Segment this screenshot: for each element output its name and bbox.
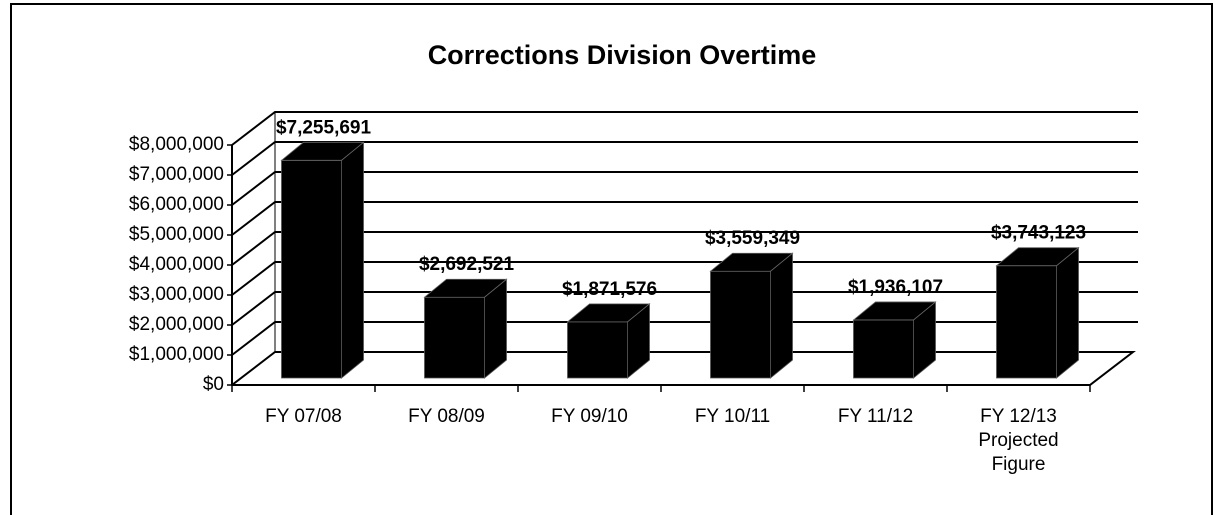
y-tick-label: $8,000,000 (129, 134, 224, 155)
x-tick-label: FY 08/09 (408, 406, 485, 427)
bar-front (424, 296, 485, 379)
y-tick-label: $5,000,000 (129, 224, 224, 245)
bar-side (770, 252, 793, 379)
bar-top (995, 247, 1080, 267)
value-label: $2,692,521 (419, 254, 515, 275)
bar-front (853, 319, 914, 379)
value-label: $1,936,107 (848, 277, 943, 298)
value-label: $3,743,123 (991, 223, 1086, 244)
value-label: $7,255,691 (276, 117, 372, 138)
bar-top (423, 278, 508, 298)
value-label: $3,559,349 (705, 228, 800, 249)
chart-title: Corrections Division Overtime (428, 40, 817, 70)
bar-front (710, 270, 771, 379)
y-tick-label: $0 (203, 374, 224, 395)
bar-top (280, 141, 365, 161)
bar-top (709, 252, 794, 272)
bar-front (567, 321, 628, 379)
y-tick-label: $6,000,000 (129, 194, 224, 215)
bar-front (996, 265, 1057, 379)
bar-front (281, 159, 342, 379)
bar-side (1056, 246, 1079, 379)
x-tick-label: FY 12/13 Projected Figure (978, 406, 1058, 475)
x-tick-label: FY 11/12 (838, 406, 913, 427)
x-tick-label: FY 09/10 (551, 406, 628, 427)
x-tick-label: FY 07/08 (265, 406, 342, 427)
y-tick-label: $1,000,000 (129, 344, 224, 365)
x-tick-label: FY 10/11 (695, 406, 770, 427)
y-tick-label: $7,000,000 (129, 164, 224, 185)
bar-side (341, 141, 364, 379)
y-tick-label: $4,000,000 (129, 254, 224, 275)
y-tick-label: $3,000,000 (129, 284, 224, 305)
bar-top (566, 303, 651, 323)
bar-top (852, 301, 937, 321)
y-tick-label: $2,000,000 (129, 314, 224, 335)
value-label: $1,871,576 (562, 279, 657, 300)
